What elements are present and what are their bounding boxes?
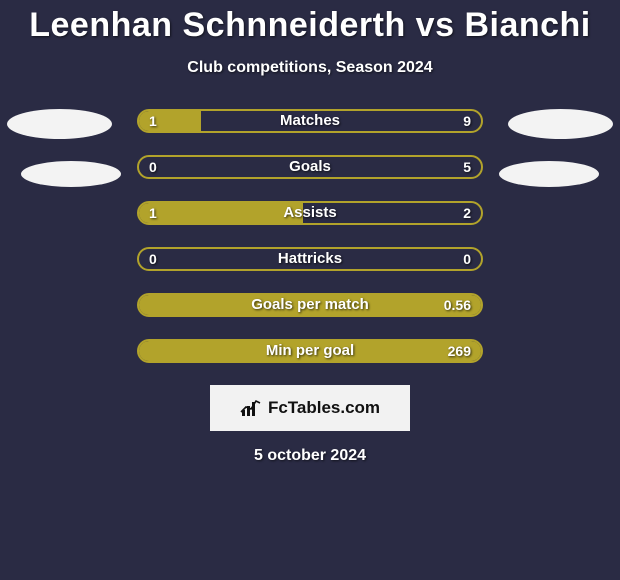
team-right-logo-placeholder: [499, 161, 599, 187]
stats-area: 19Matches05Goals12Assists00Hattricks0.56…: [0, 109, 620, 363]
comparison-card: Leenhan Schnneiderth vs Bianchi Club com…: [0, 0, 620, 580]
stat-bar: 0 5Goals: [137, 155, 483, 179]
stat-bar-fill-left: [139, 111, 201, 131]
stat-value-right: 9: [463, 111, 471, 131]
player-left-photo-placeholder: [7, 109, 112, 139]
stat-bar: 19Matches: [137, 109, 483, 133]
player-right-photo-placeholder: [508, 109, 613, 139]
stat-value-left: 0: [149, 249, 157, 269]
stat-bar: 0.56Goals per match: [137, 293, 483, 317]
stat-bar: 269Min per goal: [137, 339, 483, 363]
fctables-badge[interactable]: FcTables.com: [210, 385, 410, 431]
page-subtitle: Club competitions, Season 2024: [0, 59, 620, 77]
stat-bar: 12Assists: [137, 201, 483, 225]
stat-bar: 0 0Hattricks: [137, 247, 483, 271]
stat-bar-fill-left: [139, 295, 481, 315]
page-title: Leenhan Schnneiderth vs Bianchi: [0, 6, 620, 45]
stat-bar-fill-left: [139, 341, 481, 361]
fctables-badge-text: FcTables.com: [268, 398, 380, 418]
fctables-chart-icon: [240, 398, 262, 418]
stat-bar-fill-left: [139, 203, 303, 223]
stat-value-right: 2: [463, 203, 471, 223]
stat-value-right: 0: [463, 249, 471, 269]
stat-value-right: 5: [463, 157, 471, 177]
team-left-logo-placeholder: [21, 161, 121, 187]
date-text: 5 october 2024: [0, 447, 620, 465]
stat-label: Hattricks: [139, 249, 481, 269]
stats-bars: 19Matches05Goals12Assists00Hattricks0.56…: [137, 109, 483, 363]
stat-value-left: 0: [149, 157, 157, 177]
stat-label: Goals: [139, 157, 481, 177]
